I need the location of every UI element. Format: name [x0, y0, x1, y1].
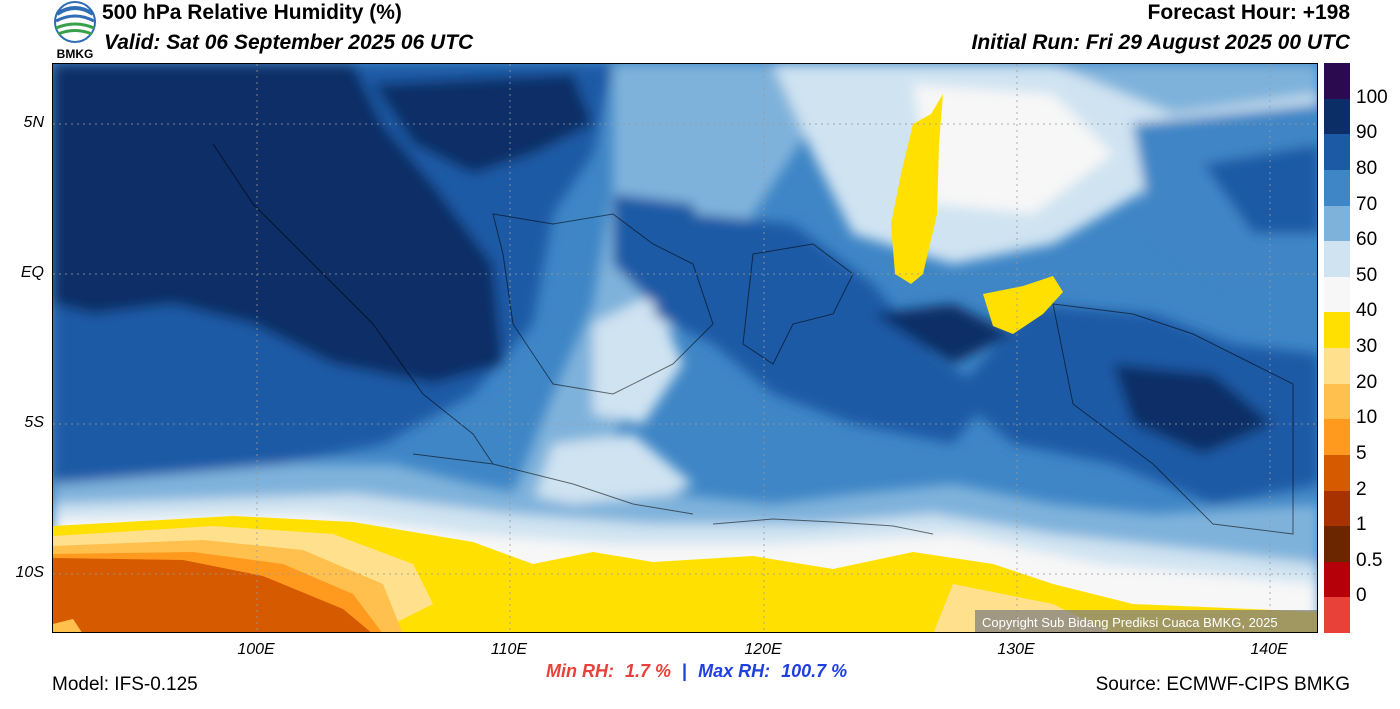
data-source: Source: ECMWF-CIPS BMKG [1095, 674, 1350, 695]
max-rh-value: 100.7 % [781, 661, 848, 681]
colorbar-label: 100 [1356, 86, 1388, 108]
humidity-map: Copyright Sub Bidang Prediksi Cuaca BMKG… [52, 63, 1318, 633]
lat-label-5s: 5S [24, 414, 44, 431]
lon-label-140e: 140E [1250, 641, 1288, 658]
min-rh-label: Min RH: [546, 661, 614, 681]
max-rh-label: Max RH: [698, 661, 771, 681]
lon-label-110e: 110E [490, 641, 528, 658]
colorbar-cell [1324, 561, 1350, 598]
colorbar-cell [1324, 63, 1350, 99]
model-name: Model: IFS-0.125 [52, 674, 198, 695]
bmkg-logo [50, 0, 100, 60]
colorbar-cell [1324, 134, 1350, 171]
colorbar-cell [1324, 312, 1350, 349]
lon-label-120e: 120E [744, 641, 782, 658]
colorbar-cell [1324, 348, 1350, 384]
colorbar-cell [1324, 454, 1350, 491]
initial-run: Initial Run: Fri 29 August 2025 00 UTC [971, 31, 1350, 54]
colorbar-cell [1324, 383, 1350, 420]
colorbar-label: 0 [1356, 585, 1367, 607]
colorbar-cell [1324, 597, 1350, 634]
min-max-stats: Min RH: 1.7 % | Max RH: 100.7 % [546, 661, 847, 682]
colorbar [1324, 63, 1350, 634]
colorbar-cell [1324, 276, 1350, 313]
stats-separator: | [682, 661, 688, 681]
forecast-hour: Forecast Hour: +198 [1147, 1, 1351, 24]
lon-label-130e: 130E [997, 641, 1035, 658]
valid-time: Valid: Sat 06 September 2025 06 UTC [104, 31, 474, 54]
logo-text: BMKG [56, 47, 94, 61]
map-title: 500 hPa Relative Humidity (%) [102, 1, 402, 24]
copyright-text: Copyright Sub Bidang Prediksi Cuaca BMKG… [982, 615, 1278, 630]
colorbar-label: 20 [1356, 371, 1378, 393]
colorbar-cell [1324, 241, 1350, 278]
colorbar-cell [1324, 205, 1350, 242]
colorbar-label: 5 [1356, 442, 1367, 464]
colorbar-label: 60 [1356, 229, 1378, 251]
colorbar-cell [1324, 490, 1350, 527]
colorbar-cell [1324, 419, 1350, 456]
humidity-field: Copyright Sub Bidang Prediksi Cuaca BMKG… [53, 64, 1317, 632]
colorbar-cell [1324, 169, 1350, 206]
colorbar-label: 40 [1356, 300, 1378, 322]
lon-label-100e: 100E [237, 641, 275, 658]
lat-label-eq: EQ [20, 264, 44, 281]
colorbar-cell [1324, 526, 1350, 563]
colorbar-label: 50 [1356, 264, 1378, 286]
colorbar-label: 30 [1356, 336, 1378, 357]
colorbar-label: 1 [1356, 514, 1367, 536]
colorbar-label: 90 [1356, 122, 1378, 144]
lat-label-5n: 5N [23, 114, 44, 131]
colorbar-label: 80 [1356, 157, 1378, 179]
colorbar-label: 10 [1356, 407, 1378, 429]
colorbar-cell [1324, 98, 1350, 135]
colorbar-label: 70 [1356, 193, 1378, 215]
colorbar-label: 2 [1356, 478, 1367, 500]
lat-label-10s: 10S [15, 564, 44, 581]
min-rh-value: 1.7 % [625, 661, 672, 681]
colorbar-label: 0.5 [1356, 549, 1383, 571]
